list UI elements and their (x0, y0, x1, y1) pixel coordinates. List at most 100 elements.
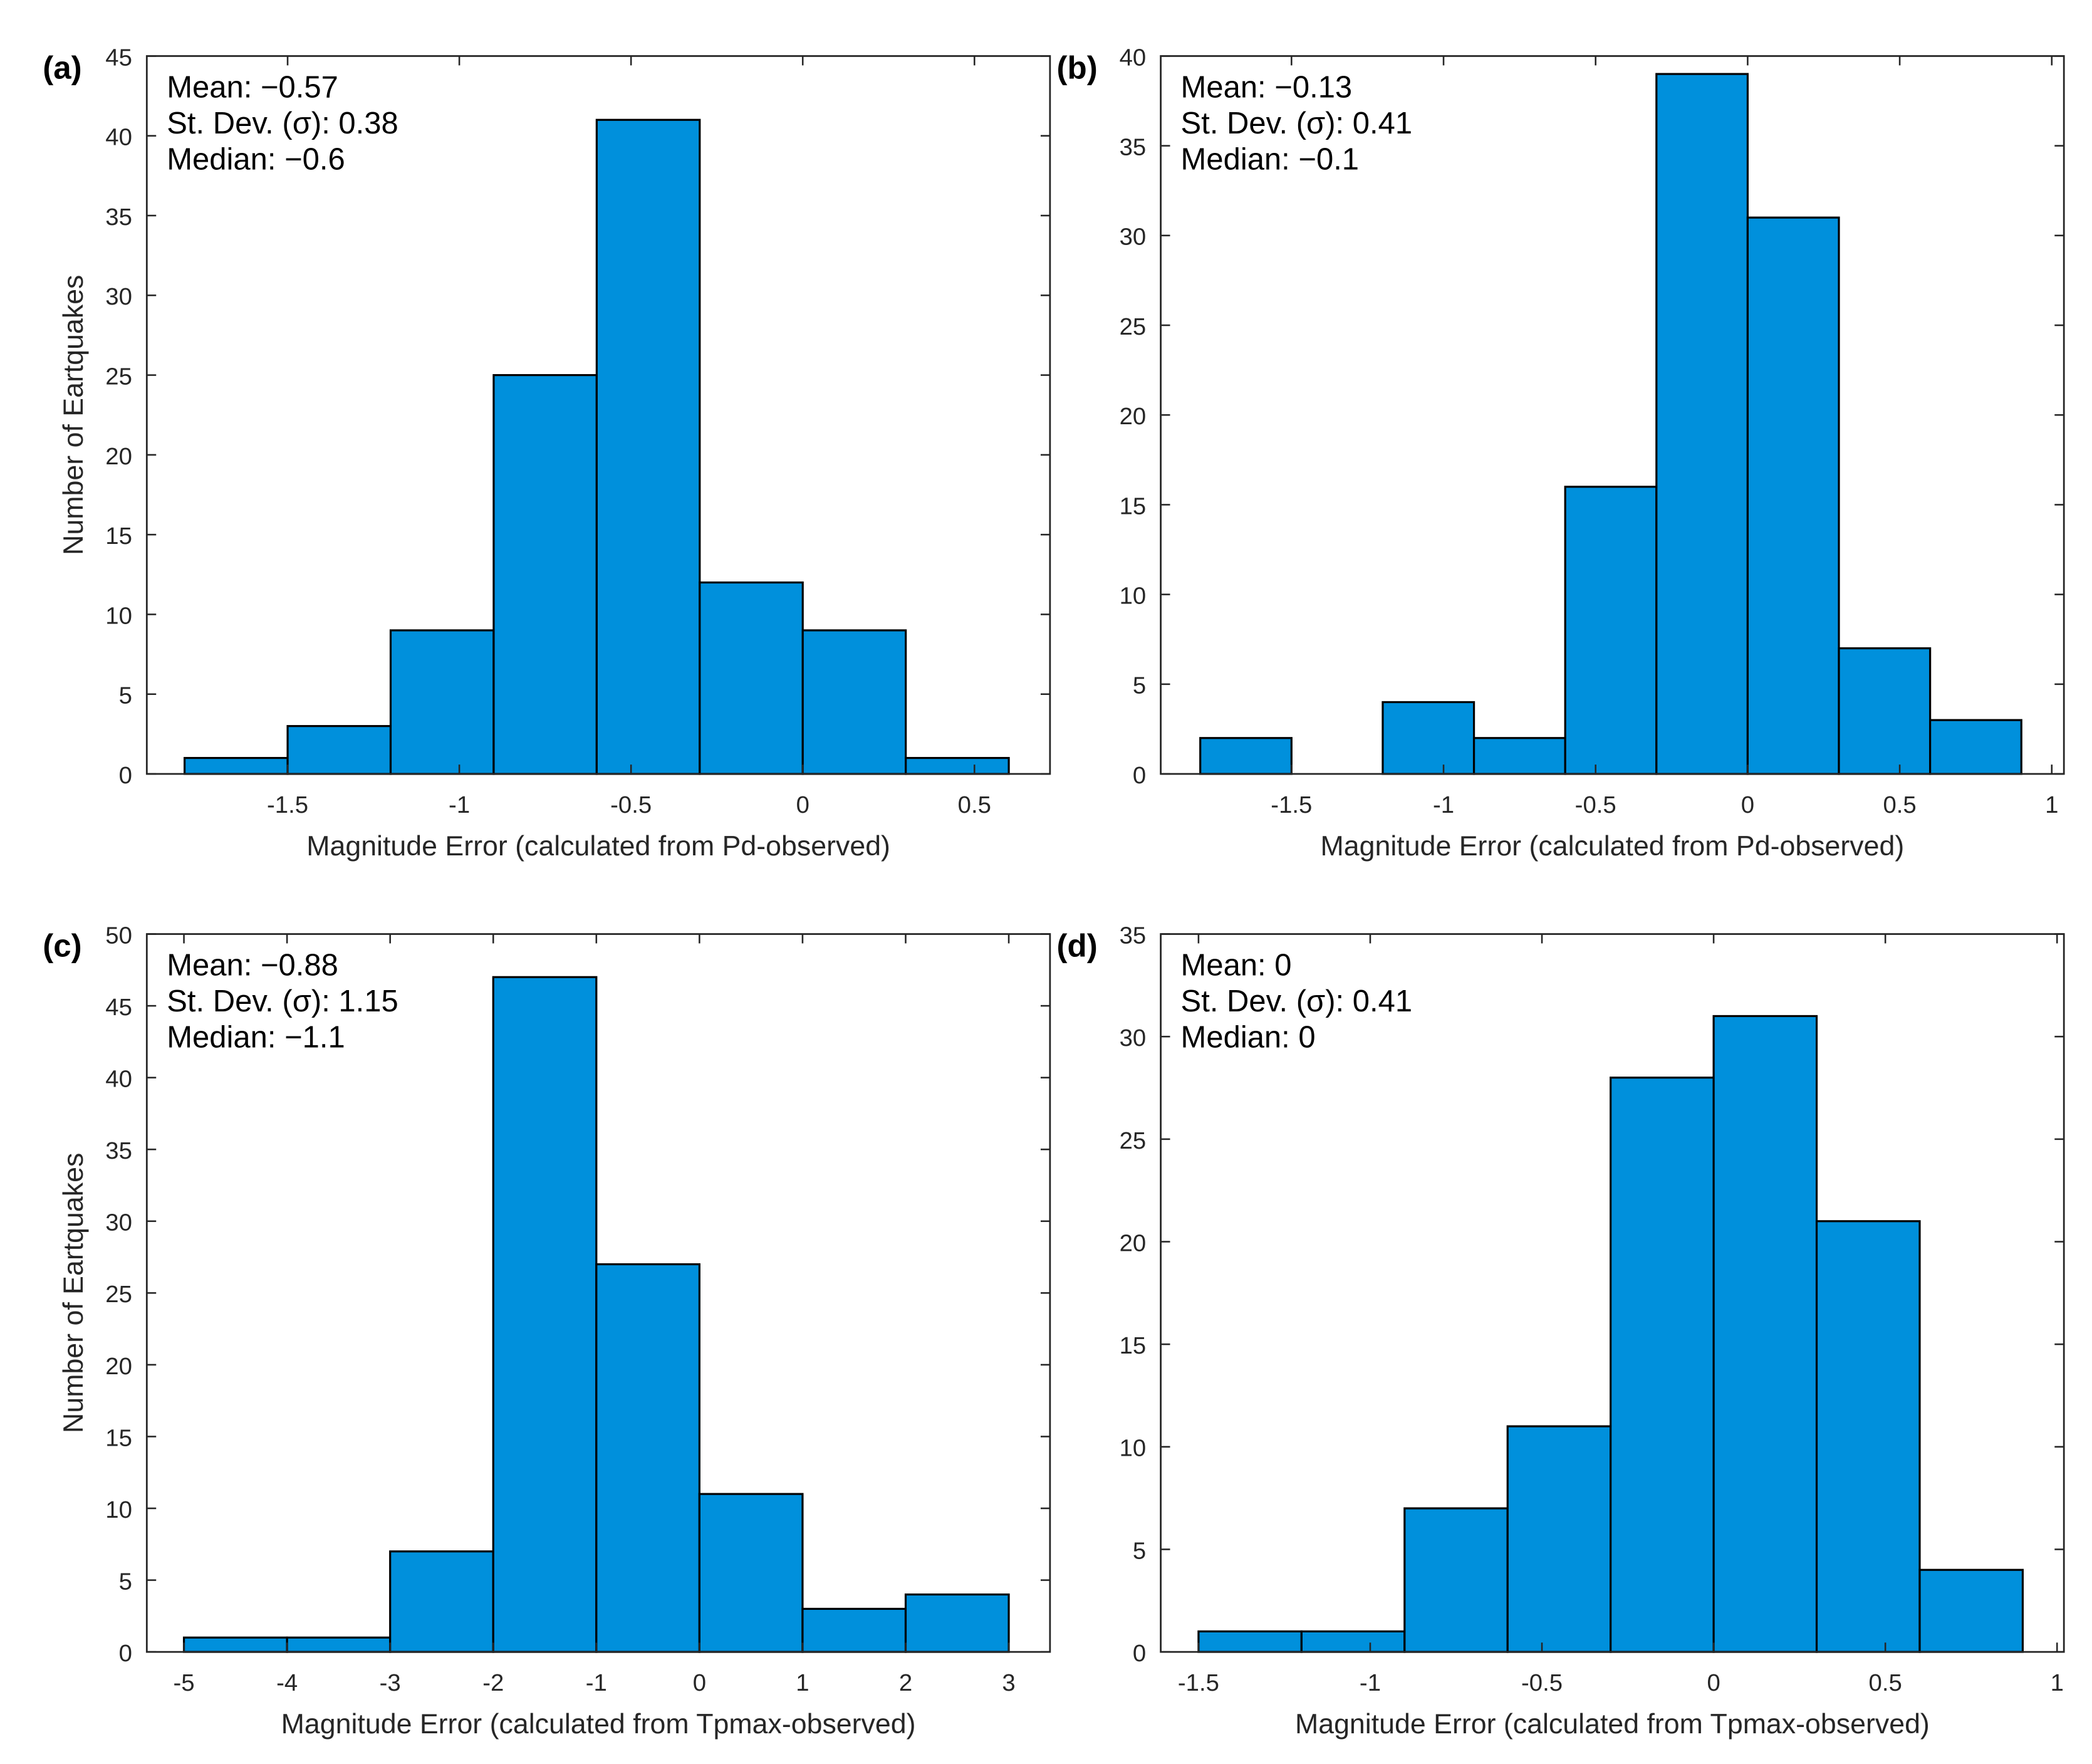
histogram-bar (184, 756, 289, 775)
y-tick-label: 15 (1120, 493, 1147, 519)
histogram-bar (801, 1607, 907, 1653)
histogram-bar (492, 373, 598, 775)
x-tick-label: 1 (796, 1669, 809, 1696)
histogram-bar (1918, 1568, 2024, 1653)
y-tick-label: 35 (105, 1137, 132, 1164)
x-tick-label: -1.5 (1178, 1669, 1219, 1696)
panel-a: -1.5 -1 -0.5 0 0.5 0 5 10 15 20 25 30 35 40 45 (a) Mean:… (43, 44, 1051, 862)
y-tick-label: 10 (1120, 583, 1147, 610)
x-tick-label: -0.5 (610, 791, 652, 818)
y-tick-label: 20 (105, 443, 132, 470)
y-tick-label: 40 (1120, 44, 1147, 71)
y-tick-label: 15 (105, 1424, 132, 1451)
histogram-bar (1403, 1507, 1509, 1653)
x-tick-label: 1 (2045, 791, 2058, 818)
y-tick-label: 0 (119, 762, 132, 789)
y-tick-label: 35 (1120, 922, 1147, 949)
y-tick-label: 0 (1133, 1640, 1146, 1667)
panel-label: (a) (43, 50, 81, 86)
y-tick-label: 20 (1120, 403, 1147, 430)
y-axis-label: Number of Eartquakes (58, 275, 89, 555)
x-tick-label: -1.5 (267, 791, 308, 818)
y-tick-label: 15 (105, 523, 132, 550)
x-axis-label: Magnitude Error (calculated from Pd-obse… (306, 831, 890, 862)
x-tick-label: -1 (1360, 1669, 1381, 1696)
y-tick-label: 25 (105, 1281, 132, 1308)
histogram-bar (1300, 1630, 1406, 1653)
y-tick-label: 35 (1120, 134, 1147, 161)
stats-annotation: St. Dev. (σ): 0.41 (1181, 984, 1412, 1018)
stats-annotation: St. Dev. (σ): 0.41 (1181, 107, 1412, 140)
x-tick-label: -0.5 (1575, 791, 1616, 818)
x-axis-label: Magnitude Error (calculated from Pd-obse… (1321, 831, 1905, 862)
histogram-bar (905, 756, 1010, 775)
x-tick-label: -1 (586, 1669, 607, 1696)
y-tick-label: 30 (1120, 224, 1147, 251)
x-tick-label: 0 (1707, 1669, 1720, 1696)
panel-label: (d) (1057, 928, 1098, 964)
stats-annotation: Mean: 0 (1181, 949, 1292, 983)
y-tick-label: 35 (105, 204, 132, 231)
histogram-bar (286, 725, 392, 775)
y-tick-label: 5 (119, 682, 132, 709)
x-tick-label: 0 (1741, 791, 1754, 818)
y-tick-label: 10 (1120, 1435, 1147, 1462)
histogram-bar (1712, 1015, 1818, 1653)
histogram-bar (1815, 1220, 1921, 1653)
x-axis-label: Magnitude Error (calculated from Tpmax-o… (1295, 1709, 1930, 1740)
histogram-bar (1746, 216, 1840, 775)
y-tick-label: 45 (105, 44, 132, 71)
stats-annotation: Mean: −0.88 (167, 949, 338, 983)
histogram-bar (1564, 486, 1658, 775)
histogram-bar (286, 1636, 392, 1653)
stats-annotation: Median: −0.1 (1181, 142, 1359, 176)
x-tick-label: -1.5 (1271, 791, 1312, 818)
panel-b: -1.5 -1 -0.5 0 0.5 10510152025303540(b)Mean: … (1057, 44, 2065, 862)
y-tick-label: 25 (1120, 1127, 1147, 1154)
y-axis-label: Number of Eartquakes (58, 1153, 89, 1433)
histogram-bar (1655, 73, 1749, 775)
stats-annotation: Median: −1.1 (167, 1021, 345, 1055)
histogram-bar (1197, 1630, 1303, 1653)
histogram-bar (492, 976, 598, 1653)
histogram-bar (182, 1636, 288, 1653)
stats-annotation: St. Dev. (σ): 0.38 (167, 107, 398, 140)
x-tick-label: -2 (482, 1669, 504, 1696)
histogram-bar (389, 1550, 494, 1653)
panel-label: (b) (1057, 50, 1098, 86)
y-tick-label: 0 (119, 1640, 132, 1667)
y-tick-label: 0 (1133, 762, 1146, 789)
histogram-bar (1472, 737, 1566, 775)
histogram-bar (1610, 1077, 1715, 1653)
x-tick-label: 0.5 (1883, 791, 1916, 818)
y-tick-label: 45 (105, 994, 132, 1021)
x-tick-label: -0.5 (1521, 1669, 1563, 1696)
histogram-bar (595, 1263, 700, 1653)
y-tick-label: 5 (1133, 672, 1146, 699)
histogram-bar (1382, 701, 1475, 775)
x-tick-label: 3 (1002, 1669, 1015, 1696)
histogram-bar (1199, 737, 1293, 775)
stats-annotation: Mean: −0.57 (167, 70, 338, 104)
histogram-bar (1929, 719, 2022, 775)
histogram-bar (1506, 1425, 1612, 1653)
histogram-bar (595, 118, 701, 775)
y-tick-label: 5 (1133, 1537, 1146, 1564)
histogram-bar (1838, 647, 1932, 775)
histogram-bar (904, 1593, 1010, 1653)
y-tick-label: 50 (105, 922, 132, 949)
axes-box (1160, 933, 2065, 1653)
x-tick-label: -1 (1433, 791, 1454, 818)
y-tick-label: 5 (119, 1568, 132, 1595)
y-tick-label: 40 (105, 124, 132, 151)
histogram-bar (389, 629, 495, 775)
x-tick-label: -3 (380, 1669, 401, 1696)
stats-annotation: Median: 0 (1181, 1021, 1316, 1055)
x-tick-label: -5 (174, 1669, 195, 1696)
x-tick-label: -4 (276, 1669, 298, 1696)
histogram-bar (698, 1493, 804, 1653)
histogram-bar (801, 629, 907, 775)
panel-label: (c) (43, 928, 81, 964)
x-axis-label: Magnitude Error (calculated from Tpmax-o… (281, 1709, 916, 1740)
